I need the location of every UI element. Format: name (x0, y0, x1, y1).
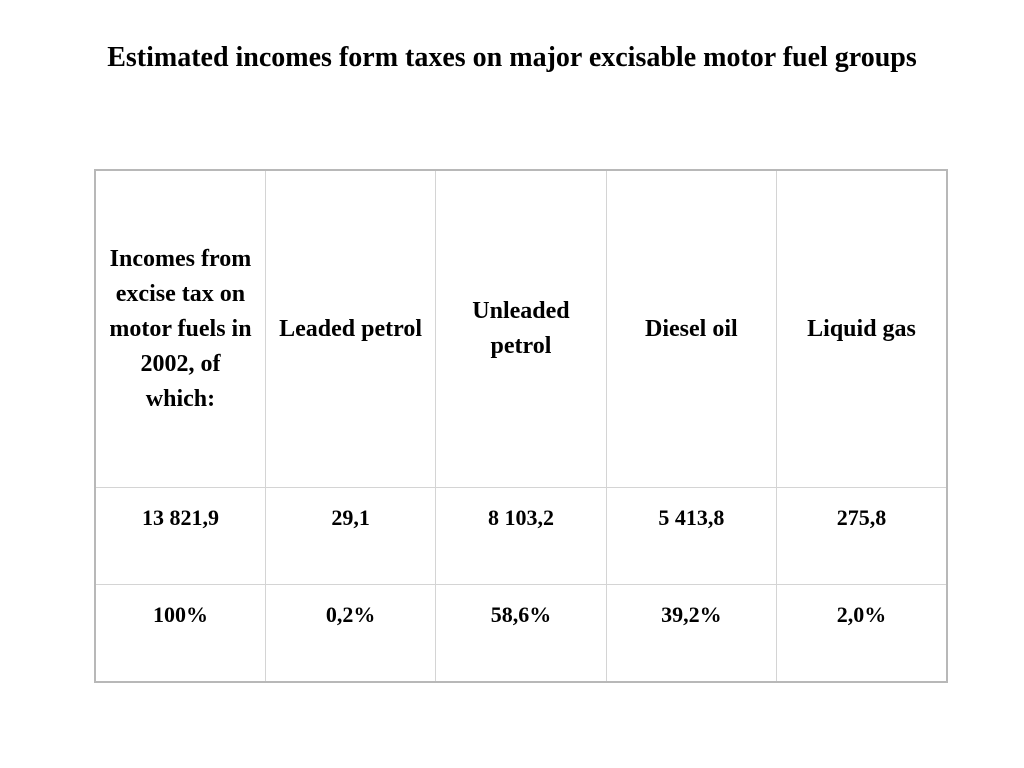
fuel-tax-table: Incomes from excise tax on motor fuels i… (94, 169, 948, 683)
header-diesel-oil: Diesel oil (605, 169, 778, 488)
header-unleaded-petrol: Unleaded petrol (435, 169, 607, 488)
cell-leaded-amount: 29,1 (264, 487, 437, 585)
cell-unleaded-amount: 8 103,2 (435, 487, 607, 585)
cell-diesel-amount: 5 413,8 (605, 487, 778, 585)
cell-gas-share: 2,0% (776, 584, 948, 682)
table-row-shares: 100% 0,2% 58,6% 39,2% 2,0% (94, 584, 948, 682)
header-liquid-gas: Liquid gas (776, 169, 948, 488)
header-total-income: Incomes from excise tax on motor fuels i… (94, 169, 266, 488)
table-header-row: Incomes from excise tax on motor fuels i… (94, 169, 948, 488)
cell-diesel-share: 39,2% (605, 584, 778, 682)
cell-gas-amount: 275,8 (776, 487, 948, 585)
slide-title: Estimated incomes form taxes on major ex… (107, 42, 917, 73)
header-leaded-petrol: Leaded petrol (264, 169, 437, 488)
cell-total-amount: 13 821,9 (94, 487, 266, 585)
cell-leaded-share: 0,2% (264, 584, 437, 682)
cell-total-share: 100% (94, 584, 266, 682)
table-row-amounts: 13 821,9 29,1 8 103,2 5 413,8 275,8 (94, 487, 948, 585)
cell-unleaded-share: 58,6% (435, 584, 607, 682)
